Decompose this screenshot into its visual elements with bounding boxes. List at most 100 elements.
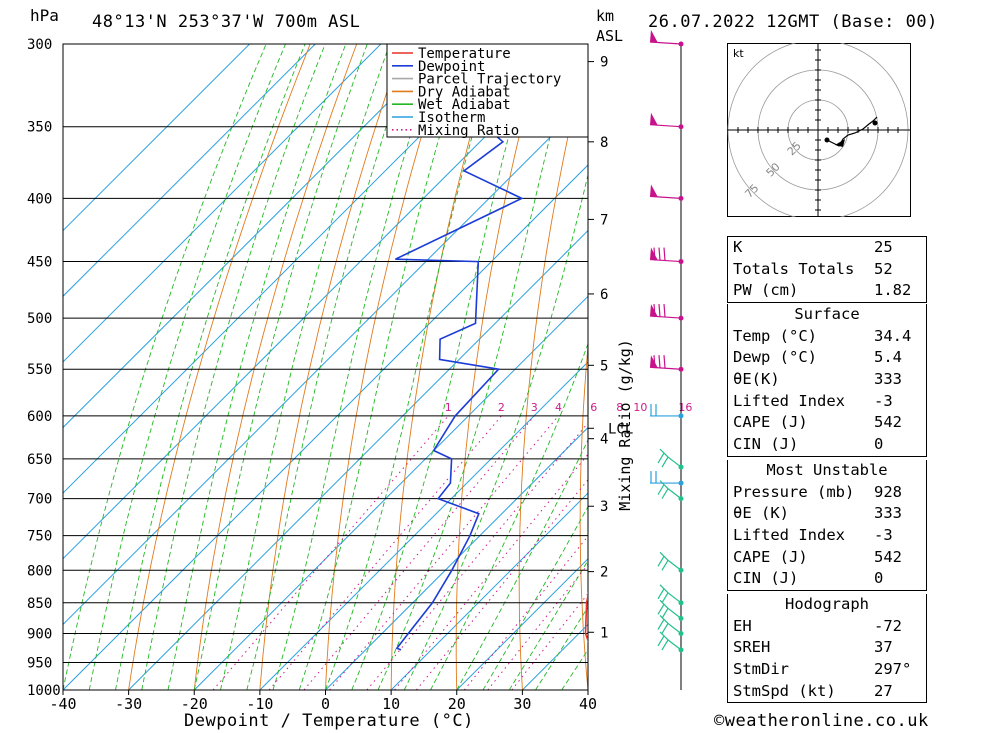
mixing-ratio-line	[366, 422, 588, 690]
pressure-tick-label: 550	[27, 362, 52, 378]
height-tick-label: 2	[600, 565, 608, 581]
dry-adiabat-line	[193, 44, 358, 690]
isotherm-line	[390, 492, 588, 690]
x-tick-label: -30	[115, 695, 142, 713]
pressure-tick-label: 450	[27, 255, 52, 271]
pressure-grid: 300 350 400 450 500 550 600 650 700 750 800 850 900 9…	[27, 37, 588, 699]
surface-indices-table: Surface Temp (°C) 34.4 Dewp (°C) 5.4 θE(K) 33…	[727, 304, 927, 457]
height-tick-label: 1	[600, 625, 608, 641]
wind-barb-pennant	[650, 30, 658, 43]
x-tick-label: 40	[579, 695, 597, 713]
isotherm-line	[63, 44, 382, 363]
surface-index-label: θE(K)	[733, 370, 780, 389]
hodo-index-label: StmSpd (kt)	[733, 681, 836, 700]
mu-index-label: Pressure (mb)	[733, 482, 855, 501]
wind-barb-flag	[661, 559, 669, 571]
wind-barb	[649, 355, 684, 372]
isotherm-line	[325, 426, 588, 690]
wind-profile	[649, 30, 684, 690]
pressure-axis-unit: hPa	[30, 6, 59, 25]
general-index-value: 1.82	[874, 281, 912, 300]
general-index-row: K 25	[728, 237, 926, 259]
wet-adiabat-line	[246, 44, 415, 690]
wet-adiabat-line	[115, 44, 306, 690]
isotherm-line	[63, 44, 513, 494]
wind-barb-flag	[657, 619, 665, 630]
wind-barb-flag	[661, 623, 669, 634]
wind-barb	[657, 448, 684, 470]
wind-barb-flag	[658, 247, 661, 261]
pressure-tick-label: 1000	[27, 683, 61, 699]
wind-barb-flag	[653, 355, 656, 369]
x-tick-label: -20	[181, 695, 208, 713]
isotherm-line	[63, 44, 447, 429]
legend-entry: Mixing Ratio	[418, 123, 519, 139]
height-axis-unit: km ASL	[596, 6, 623, 46]
wind-barb-pennant	[650, 184, 658, 198]
surface-index-row: θE(K) 333	[728, 369, 926, 391]
pressure-tick-label: 850	[27, 596, 52, 612]
mixing-ratio-labels: 12346810162025	[445, 401, 693, 414]
wind-barb-flag	[657, 588, 665, 600]
dry-adiabat-line	[518, 47, 588, 690]
pressure-tick-label: 950	[27, 655, 52, 671]
mixing-ratio-value: 2	[498, 401, 505, 414]
surface-index-label: CAPE (J)	[733, 413, 808, 432]
dry-adiabat-line	[259, 44, 404, 690]
mu-index-label: θE (K)	[733, 504, 789, 523]
wet-adiabat-line	[351, 44, 535, 690]
copyright-link[interactable]: ©weatheronline.co.uk	[714, 711, 929, 731]
x-tick-label: 0	[321, 695, 330, 713]
background-lines	[63, 26, 700, 690]
wet-adiabat-line	[88, 44, 286, 690]
mixing-ratio-axis-label: Mixing Ratio (g/kg)	[616, 339, 634, 511]
mixing-ratio-value: 3	[531, 401, 538, 414]
general-index-value: 52	[874, 259, 893, 278]
mu-index-label: Lifted Index	[733, 526, 845, 545]
height-tick-label: 8	[600, 135, 608, 151]
surface-index-value: 34.4	[874, 326, 912, 345]
most-unstable-title: Most Unstable	[766, 461, 888, 479]
wind-barb	[657, 551, 684, 573]
wind-barb-flag	[653, 304, 656, 318]
hodograph-title: Hodograph	[785, 595, 869, 613]
mu-index-value: 333	[874, 504, 902, 523]
dry-adiabat-line	[455, 44, 544, 690]
mixing-ratio-value: 8	[616, 401, 623, 414]
wind-barb-flag	[661, 608, 669, 619]
mu-index-row: Pressure (mb) 928	[728, 482, 926, 504]
surface-index-label: Temp (°C)	[733, 326, 817, 345]
height-tick-label: 9	[600, 55, 608, 71]
mixing-ratio-line	[268, 415, 502, 690]
legend-entry: Wet Adiabat	[418, 97, 511, 113]
lcl-label: LCL	[608, 421, 633, 437]
temperature-line	[584, 591, 588, 643]
height-tick-label: 6	[600, 287, 608, 303]
wet-adiabat-line	[456, 439, 588, 690]
pressure-tick-label: 650	[27, 452, 52, 468]
surface-index-row: Dewp (°C) 5.4	[728, 347, 926, 369]
wind-barb-dot	[678, 124, 684, 130]
surface-index-value: 0	[874, 435, 884, 454]
legend-entry: Isotherm	[418, 110, 485, 126]
pressure-tick-label: 600	[27, 409, 52, 425]
x-tick-label: 20	[448, 695, 466, 713]
height-tick-label: 4	[600, 432, 608, 448]
hodo-index-label: SREH	[733, 638, 771, 657]
dry-adiabat-line	[325, 44, 451, 690]
dewpoint-line	[395, 44, 524, 651]
surface-index-row: Temp (°C) 34.4	[728, 326, 926, 348]
isotherm-line	[193, 295, 588, 690]
mu-index-value: 542	[874, 547, 902, 566]
isotherm-line	[456, 558, 588, 690]
general-index-value: 25	[874, 238, 893, 256]
pressure-tick-label: 350	[27, 120, 52, 136]
hodo-index-value: 297°	[874, 660, 912, 679]
hodo-index-row: EH -72	[728, 616, 926, 638]
dry-adiabat-line	[696, 26, 700, 690]
pressure-tick-label: 750	[27, 529, 52, 545]
wind-barb-flag	[661, 592, 669, 604]
general-index-label: PW (cm)	[733, 281, 799, 300]
isotherm-line	[259, 361, 588, 690]
